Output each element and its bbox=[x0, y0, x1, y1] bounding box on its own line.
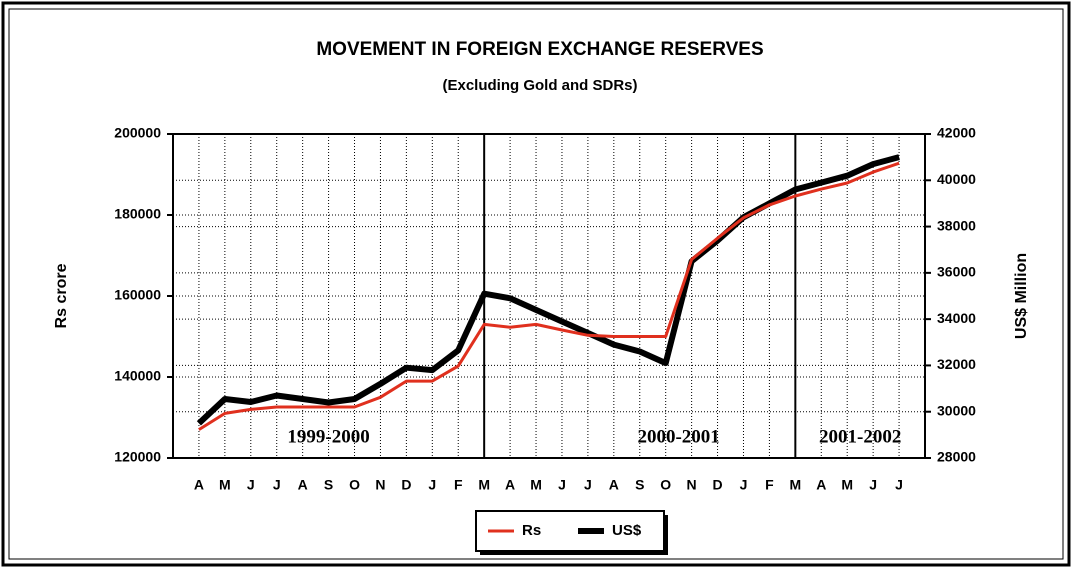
x-tick-label: A bbox=[505, 477, 515, 493]
x-tick-label: M bbox=[530, 477, 542, 493]
y-axis-label: Rs crore bbox=[53, 263, 70, 328]
x-tick-label: A bbox=[609, 477, 619, 493]
annotation: 1999-2000 bbox=[287, 426, 369, 447]
x-tick-label: D bbox=[401, 477, 411, 493]
y-tick-label: 120000 bbox=[114, 449, 161, 465]
x-tick-label: O bbox=[660, 477, 671, 493]
x-tick-label: J bbox=[584, 477, 592, 493]
x-tick-label: J bbox=[895, 477, 903, 493]
y-tick-label: 140000 bbox=[114, 368, 161, 384]
x-tick-label: F bbox=[765, 477, 774, 493]
y2-tick-label: 42000 bbox=[937, 125, 976, 141]
x-tick-label: M bbox=[841, 477, 853, 493]
y2-tick-label: 28000 bbox=[937, 449, 976, 465]
annotation: 2000-2001 bbox=[637, 426, 719, 447]
x-tick-label: J bbox=[869, 477, 877, 493]
y2-tick-label: 32000 bbox=[937, 356, 976, 372]
x-tick-label: M bbox=[790, 477, 802, 493]
annotation: 2001-2002 bbox=[819, 426, 901, 447]
chart-subtitle: (Excluding Gold and SDRs) bbox=[442, 77, 637, 94]
y2-tick-label: 40000 bbox=[937, 171, 976, 187]
x-tick-label: M bbox=[478, 477, 490, 493]
x-tick-label: A bbox=[816, 477, 826, 493]
series-line bbox=[196, 154, 900, 426]
x-tick-label: S bbox=[635, 477, 644, 493]
x-tick-label: A bbox=[194, 477, 204, 493]
y2-tick-label: 30000 bbox=[937, 402, 976, 418]
inner-frame bbox=[8, 8, 1064, 560]
y2-tick-label: 34000 bbox=[937, 310, 976, 326]
x-tick-label: A bbox=[298, 477, 308, 493]
legend-label: Rs bbox=[522, 522, 541, 539]
x-tick-label: O bbox=[349, 477, 360, 493]
x-tick-label: S bbox=[324, 477, 333, 493]
x-tick-label: N bbox=[375, 477, 385, 493]
x-tick-label: D bbox=[712, 477, 722, 493]
y2-tick-label: 38000 bbox=[937, 217, 976, 233]
series-line bbox=[198, 161, 900, 431]
y-tick-label: 180000 bbox=[114, 206, 161, 222]
y-tick-label: 200000 bbox=[114, 125, 161, 141]
y2-axis-label: US$ Million bbox=[1013, 253, 1030, 339]
x-tick-label: M bbox=[219, 477, 231, 493]
x-tick-label: N bbox=[687, 477, 697, 493]
x-tick-label: J bbox=[273, 477, 281, 493]
plot-border bbox=[172, 133, 926, 459]
x-tick-label: J bbox=[558, 477, 566, 493]
x-tick-label: J bbox=[740, 477, 748, 493]
legend-label: US$ bbox=[612, 522, 642, 539]
y-tick-label: 160000 bbox=[114, 287, 161, 303]
y2-tick-label: 36000 bbox=[937, 264, 976, 280]
x-tick-label: F bbox=[454, 477, 463, 493]
x-tick-label: J bbox=[428, 477, 436, 493]
x-tick-label: J bbox=[247, 477, 255, 493]
chart-title: MOVEMENT IN FOREIGN EXCHANGE RESERVES bbox=[316, 39, 763, 60]
